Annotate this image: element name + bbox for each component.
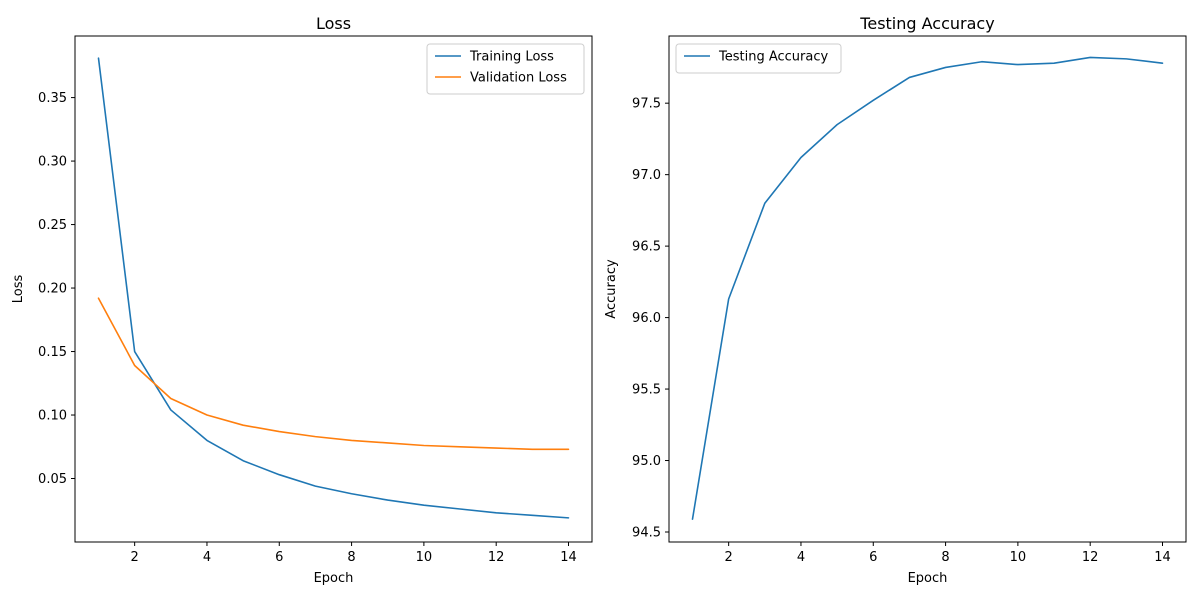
chart-0-ytick-label-6: 0.35	[38, 91, 67, 106]
chart-1-xtick-label-0: 2	[725, 550, 733, 565]
chart-0-ytick-label-0: 0.05	[38, 472, 67, 487]
chart-1-ytick-label-2: 95.5	[632, 383, 661, 398]
chart-1-xtick-label-5: 12	[1082, 550, 1099, 565]
chart-0-ytick-label-4: 0.25	[38, 218, 67, 233]
chart-0-ytick-label-5: 0.30	[38, 155, 67, 170]
chart-1-xtick-label-1: 4	[797, 550, 805, 565]
chart-0-xtick-label-5: 12	[488, 550, 505, 565]
chart-0-xtick-label-1: 4	[203, 550, 211, 565]
chart-1-plot-frame	[668, 35, 1187, 543]
chart-1-title: Testing Accuracy	[859, 14, 994, 33]
chart-0-series-1-line	[97, 297, 570, 451]
chart-1-xtick-label-4: 10	[1010, 550, 1027, 565]
chart-1-xtick-label-3: 8	[941, 550, 949, 565]
chart-1-ylabel: Accuracy	[604, 259, 619, 319]
chart-1-panel: 2 4 6 8 10 12 14 94.5 95.0 95.5 96.0 96.5 97.0 97.5 Te…	[604, 14, 1187, 586]
chart-0-ylabel: Loss	[11, 275, 26, 304]
chart-0-panel: 2 4 6 8 10 12 14 0.05 0.10 0.15 0.20 0.25 0.30 0.35 Lo…	[11, 14, 593, 586]
chart-1-xtick-label-6: 14	[1154, 550, 1171, 565]
chart-1-ytick-label-6: 97.5	[632, 97, 661, 112]
chart-1-ytick-label-1: 95.0	[632, 454, 661, 469]
chart-0-ytick-label-1: 0.10	[38, 409, 67, 424]
chart-1-ytick-label-5: 97.0	[632, 168, 661, 183]
chart-0-plot-frame	[74, 35, 593, 543]
chart-1-xlabel: Epoch	[908, 571, 948, 586]
chart-0-legend-box	[426, 43, 585, 95]
chart-0-legend-label-1: Validation Loss	[470, 71, 567, 86]
chart-0-title: Loss	[316, 14, 351, 33]
chart-1-legend: Testing Accuracy	[675, 43, 842, 74]
chart-0-xlabel: Epoch	[314, 571, 354, 586]
chart-0-ytick-label-3: 0.20	[38, 282, 67, 297]
chart-1-series-0-line	[691, 56, 1164, 520]
chart-0-xtick-label-6: 14	[560, 550, 577, 565]
chart-0-legend: Training Loss Validation Loss	[426, 43, 585, 95]
chart-1-ytick-label-3: 96.0	[632, 311, 661, 326]
chart-1-legend-box	[675, 43, 842, 74]
chart-1-ytick-label-0: 94.5	[632, 525, 661, 540]
chart-0-xtick-label-3: 8	[347, 550, 355, 565]
chart-1-legend-label-0: Testing Accuracy	[718, 50, 828, 65]
chart-0-xtick-label-2: 6	[275, 550, 283, 565]
chart-0-ytick-label-2: 0.15	[38, 345, 67, 360]
chart-1-xtick-label-2: 6	[869, 550, 877, 565]
chart-1-ytick-label-4: 96.5	[632, 240, 661, 255]
chart-0-xtick-label-0: 2	[131, 550, 139, 565]
chart-0-legend-label-0: Training Loss	[469, 50, 554, 65]
chart-0-series-0-line	[97, 57, 570, 519]
chart-0-xtick-label-4: 10	[416, 550, 433, 565]
